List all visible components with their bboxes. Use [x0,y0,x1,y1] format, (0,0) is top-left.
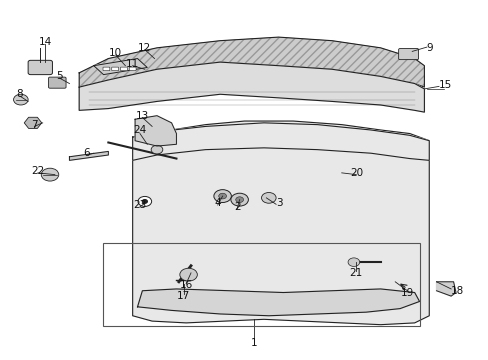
Circle shape [235,197,243,203]
Circle shape [230,193,248,206]
Text: 5: 5 [56,71,63,81]
Circle shape [261,193,276,203]
Text: 6: 6 [83,148,90,158]
Text: 7: 7 [31,120,38,130]
Text: 15: 15 [438,80,451,90]
FancyBboxPatch shape [28,60,52,75]
Text: 22: 22 [31,166,44,176]
Text: 23: 23 [133,200,146,210]
Text: 11: 11 [126,59,139,69]
FancyBboxPatch shape [103,67,110,71]
Circle shape [180,268,197,281]
Text: 21: 21 [349,268,362,278]
Text: 9: 9 [426,43,432,53]
Text: 18: 18 [450,286,464,296]
Circle shape [41,168,59,181]
Polygon shape [24,117,41,129]
Circle shape [14,94,28,105]
Circle shape [213,190,231,203]
Text: 2: 2 [233,202,240,212]
Polygon shape [79,37,424,87]
Text: 14: 14 [39,37,52,48]
FancyBboxPatch shape [112,67,118,71]
Circle shape [151,145,163,154]
FancyBboxPatch shape [48,77,66,88]
Polygon shape [79,62,424,112]
Circle shape [218,193,226,199]
Polygon shape [94,59,147,75]
Polygon shape [69,152,108,160]
Circle shape [347,258,359,266]
Text: 24: 24 [133,125,146,135]
Circle shape [138,197,151,206]
Text: 13: 13 [136,111,149,121]
Polygon shape [132,121,428,325]
Polygon shape [132,123,428,160]
Text: 3: 3 [276,198,282,208]
Text: 1: 1 [250,338,257,347]
Text: 20: 20 [349,168,362,178]
Text: 8: 8 [17,89,23,99]
Text: 12: 12 [138,43,151,53]
Polygon shape [135,116,176,146]
Polygon shape [436,282,455,296]
FancyBboxPatch shape [398,49,418,60]
Polygon shape [137,289,419,316]
FancyBboxPatch shape [129,67,136,71]
Circle shape [142,200,147,203]
Text: 10: 10 [109,48,122,58]
Text: 16: 16 [179,280,192,291]
FancyBboxPatch shape [120,67,127,71]
Text: 19: 19 [400,288,413,297]
Text: 4: 4 [214,198,221,208]
Text: 17: 17 [177,291,190,301]
